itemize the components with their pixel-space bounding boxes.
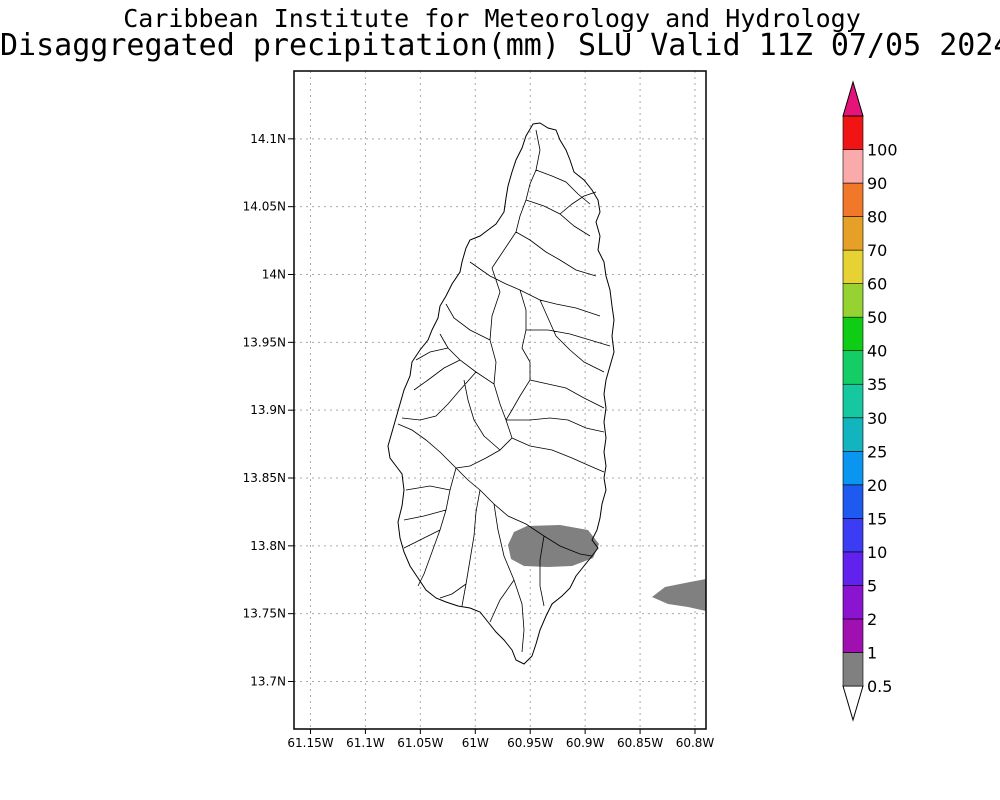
colorbar-label: 10 xyxy=(867,543,887,562)
precip-area-offshore-east xyxy=(652,579,706,611)
colorbar-box xyxy=(842,316,864,352)
colorbar-label: 60 xyxy=(867,275,887,294)
colorbar-box xyxy=(842,551,864,586)
colorbar-label: 15 xyxy=(867,509,887,528)
title-line-1: Caribbean Institute for Meteorology and … xyxy=(123,4,861,33)
colorbar-label: 20 xyxy=(867,476,887,495)
colorbar-box xyxy=(842,283,864,318)
colorbar-box xyxy=(842,216,864,251)
colorbar-label: 0.5 xyxy=(867,677,892,696)
colorbar-box xyxy=(842,652,864,687)
map-frame xyxy=(293,70,707,730)
colorbar-box xyxy=(842,484,864,519)
colorbar-label: 70 xyxy=(867,241,887,260)
lat-tick-label: 13.7N xyxy=(250,675,286,689)
colorbar-upper-triangle xyxy=(842,80,864,117)
watershed-boundaries xyxy=(397,129,611,653)
colorbar-label: 90 xyxy=(867,174,887,193)
colorbar-box xyxy=(842,585,864,620)
colorbar-box xyxy=(842,149,864,184)
lat-tick-label: 13.8N xyxy=(250,539,286,553)
colorbar-label: 40 xyxy=(867,342,887,361)
lat-tick-label: 13.75N xyxy=(243,607,286,621)
lat-tick-label: 14.1N xyxy=(250,132,286,146)
map-grid xyxy=(294,71,706,729)
colorbar-label: 100 xyxy=(867,141,898,160)
colorbar-label: 1 xyxy=(867,643,877,662)
colorbar-box xyxy=(842,350,864,385)
lat-tick-label: 14N xyxy=(262,268,286,282)
lon-tick-label: 61.15W xyxy=(287,736,333,750)
colorbar-label: 25 xyxy=(867,442,887,461)
precip-layer xyxy=(508,525,706,611)
lat-tick-label: 14.05N xyxy=(243,200,286,214)
colorbar-label: 50 xyxy=(867,308,887,327)
colorbar-box xyxy=(842,383,864,419)
colorbar-label: 5 xyxy=(867,576,877,595)
lat-tick-label: 13.95N xyxy=(243,335,286,349)
island-coastline xyxy=(387,122,615,665)
colorbar-box xyxy=(842,518,864,553)
colorbar-label: 80 xyxy=(867,208,887,227)
lon-tick-label: 60.95W xyxy=(507,736,553,750)
colorbar-box xyxy=(842,417,864,452)
longitude-axis: 61.15W 61.1W 61.05W 61W 60.95W 60.9W 60.85W 60.… xyxy=(287,729,714,750)
colorbar-lower-triangle xyxy=(842,685,864,722)
latitude-axis: 14.1N 14.05N 14N 13.95N 13.9N 13.85N 13.8N 13.7… xyxy=(243,132,294,689)
colorbar-box xyxy=(842,618,864,653)
lon-tick-label: 61.1W xyxy=(346,736,385,750)
precip-area-southeast xyxy=(508,525,599,567)
lon-tick-label: 61.05W xyxy=(397,736,443,750)
lat-tick-label: 13.85N xyxy=(243,471,286,485)
saint-lucia-island xyxy=(387,122,615,665)
colorbar-box xyxy=(842,115,864,150)
lon-tick-label: 60.85W xyxy=(617,736,663,750)
lat-tick-label: 13.9N xyxy=(250,403,286,417)
lon-tick-label: 61W xyxy=(462,736,489,750)
title-line-2: Disaggregated precipitation(mm) SLU Vali… xyxy=(0,28,1000,63)
colorbar-box xyxy=(842,249,864,284)
lon-tick-label: 60.9W xyxy=(566,736,605,750)
colorbar-box xyxy=(842,450,864,486)
colorbar-label: 35 xyxy=(867,375,887,394)
colorbar-box xyxy=(842,182,864,217)
lon-tick-label: 60.8W xyxy=(676,736,715,750)
colorbar-label: 30 xyxy=(867,409,887,428)
colorbar-label: 2 xyxy=(867,610,877,629)
